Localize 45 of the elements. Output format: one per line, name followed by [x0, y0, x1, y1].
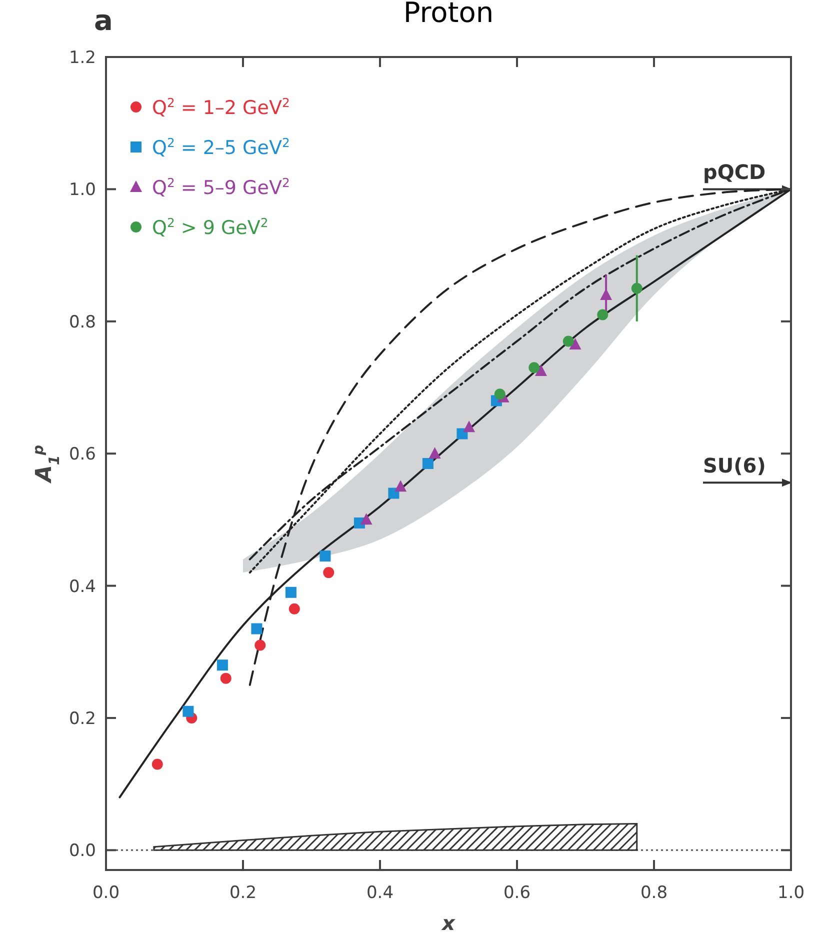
- point: [251, 623, 262, 634]
- x-tick-label: 0.2: [229, 883, 257, 903]
- y-tick-label: 0.2: [68, 708, 96, 729]
- y-tick-label: 0.4: [68, 576, 96, 597]
- y-tick-label: 0.6: [68, 444, 96, 465]
- x-tick-label: 0.4: [366, 883, 394, 903]
- point: [428, 447, 441, 459]
- legend-label: Q$^{2}$ > 9 GeV$^{2}$: [152, 216, 268, 239]
- point: [360, 513, 372, 525]
- point: [152, 758, 163, 770]
- point: [323, 567, 334, 578]
- legend-label: Q$^{2}$ = 2–5 GeV$^{2}$: [152, 136, 290, 159]
- point: [288, 603, 300, 614]
- point: [631, 282, 642, 294]
- point: [597, 309, 608, 320]
- point: [254, 640, 266, 651]
- y-tick-label: 0.0: [68, 841, 96, 862]
- ref-line-label: pQCD: [703, 160, 766, 184]
- x-axis-title: x: [441, 911, 456, 935]
- point: [320, 550, 331, 562]
- y-tick-label: 0.8: [68, 312, 96, 332]
- legend-label: Q$^{2}$ = 1–2 GeV$^{2}$: [152, 96, 290, 119]
- y-tick-label: 1.2: [68, 48, 96, 68]
- point: [494, 388, 506, 400]
- x-tick-label: 0.6: [503, 883, 531, 903]
- y-tick-label: 1.0: [68, 180, 96, 200]
- chart-title: Proton: [403, 0, 494, 29]
- point: [528, 362, 540, 374]
- point: [562, 336, 574, 347]
- point: [422, 458, 434, 469]
- legend-label: Q$^{2}$ = 5–9 GeV$^{2}$: [152, 176, 290, 199]
- point: [216, 660, 228, 671]
- point: [456, 428, 468, 440]
- x-tick-label: 1.0: [777, 883, 805, 903]
- point: [534, 364, 547, 376]
- ref-line-label: SU(6): [703, 454, 766, 478]
- x-tick-label: 0.0: [92, 883, 120, 903]
- point: [463, 420, 476, 432]
- point: [569, 338, 582, 350]
- point: [182, 706, 194, 717]
- x-tick-label: 0.8: [640, 883, 668, 903]
- point: [394, 480, 407, 492]
- point: [285, 586, 296, 598]
- point: [220, 672, 232, 684]
- text: a: [94, 4, 113, 37]
